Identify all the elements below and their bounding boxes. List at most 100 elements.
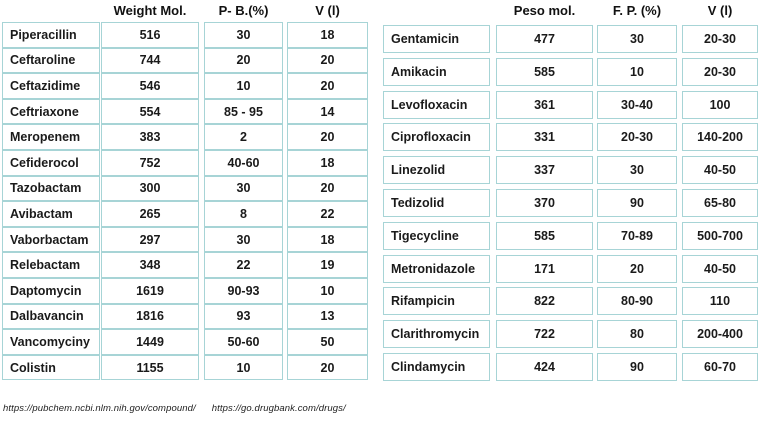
- drugbank-link: https://go.drugbank.com/drugs/: [211, 403, 346, 414]
- table-row: Amikacin 585 10 20-30: [383, 57, 758, 86]
- molecular-weight-cell: 1816: [101, 303, 199, 330]
- molecular-weight-cell: 554: [101, 98, 199, 125]
- volume-cell: 20-30: [682, 57, 758, 86]
- protein-binding-cell: 30: [597, 156, 677, 185]
- drug-name-cell: Linezolid: [383, 156, 490, 185]
- table-row: Tedizolid 370 90 65-80: [383, 188, 758, 217]
- drug-name-cell: Tazobactam: [2, 175, 100, 202]
- drug-name-cell: Metronidazole: [383, 254, 490, 283]
- molecular-weight-cell: 516: [101, 22, 199, 48]
- table-row: Ciprofloxacin 331 20-30 140-200: [383, 123, 758, 152]
- protein-binding-cell: 30: [204, 226, 283, 253]
- protein-binding-cell: 30: [204, 175, 283, 202]
- molecular-weight-cell: 383: [101, 124, 199, 150]
- volume-cell: 200-400: [682, 320, 758, 349]
- drug-name-cell: Dalbavancin: [2, 303, 100, 330]
- header-peso-mol: Peso mol.: [513, 2, 576, 18]
- volume-cell: 140-200: [682, 123, 758, 152]
- table-row: Colistin 1155 10 20: [2, 354, 368, 381]
- protein-binding-cell: 80: [597, 320, 677, 349]
- protein-binding-cell: 8: [204, 201, 283, 227]
- volume-cell: 20: [287, 73, 368, 99]
- molecular-weight-cell: 337: [496, 156, 593, 185]
- volume-cell: 20: [287, 175, 368, 202]
- protein-binding-cell: 90: [597, 188, 677, 217]
- table-row: Clarithromycin 722 80 200-400: [383, 320, 758, 349]
- protein-binding-cell: 93: [204, 303, 283, 330]
- table-row: Gentamicin 477 30 20-30: [383, 25, 758, 53]
- volume-cell: 500-700: [682, 221, 758, 250]
- table-row: Ceftazidime 546 10 20: [2, 73, 368, 99]
- drug-name-cell: Ciprofloxacin: [383, 123, 490, 152]
- protein-binding-cell: 22: [204, 252, 283, 278]
- table-row: Vaborbactam 297 30 18: [2, 226, 368, 253]
- volume-cell: 14: [287, 98, 368, 125]
- drug-name-cell: Colistin: [2, 354, 100, 381]
- drug-name-cell: Tedizolid: [383, 188, 490, 217]
- table-row: Relebactam 348 22 19: [2, 252, 368, 278]
- volume-cell: 65-80: [682, 188, 758, 217]
- header-spacer: [383, 1, 496, 19]
- table-row: Rifampicin 822 80-90 110: [383, 287, 758, 316]
- table-row: Levofloxacin 361 30-40 100: [383, 90, 758, 119]
- drug-name-cell: Vaborbactam: [2, 226, 100, 253]
- molecular-weight-cell: 171: [496, 254, 593, 283]
- source-links: https://pubchem.ncbi.nlm.nih.gov/compoun…: [3, 403, 346, 414]
- drug-name-cell: Daptomycin: [2, 277, 100, 304]
- table-row: Daptomycin 1619 90-93 10: [2, 277, 368, 304]
- protein-binding-cell: 90-93: [204, 277, 283, 304]
- volume-cell: 40-50: [682, 254, 758, 283]
- protein-binding-cell: 20-30: [597, 123, 677, 152]
- table-row: Ceftriaxone 554 85 - 95 14: [2, 98, 368, 125]
- molecular-weight-cell: 361: [496, 90, 593, 119]
- pubchem-link: https://pubchem.ncbi.nlm.nih.gov/compoun…: [3, 403, 196, 414]
- table-row: Ceftaroline 744 20 20: [2, 47, 368, 74]
- volume-cell: 50: [287, 329, 368, 355]
- molecular-weight-cell: 546: [101, 73, 199, 99]
- drug-name-cell: Clarithromycin: [383, 320, 490, 349]
- volume-cell: 20: [287, 124, 368, 150]
- volume-cell: 20: [287, 47, 368, 74]
- drug-name-cell: Ceftriaxone: [2, 98, 100, 125]
- left-antibiotics-table: Piperacillin 516 30 18 Ceftaroline 744 2…: [2, 22, 368, 381]
- header-spacer: [2, 1, 101, 19]
- protein-binding-cell: 70-89: [597, 221, 677, 250]
- table-row: Piperacillin 516 30 18: [2, 22, 368, 48]
- molecular-weight-cell: 822: [496, 287, 593, 316]
- molecular-weight-cell: 1449: [101, 329, 199, 355]
- volume-cell: 13: [287, 303, 368, 330]
- protein-binding-cell: 10: [204, 73, 283, 99]
- table-row: Cefiderocol 752 40-60 18: [2, 149, 368, 176]
- drug-name-cell: Relebactam: [2, 252, 100, 278]
- drug-name-cell: Clindamycin: [383, 352, 490, 381]
- header-fp-percent: F. P. (%): [612, 2, 662, 18]
- molecular-weight-cell: 424: [496, 352, 593, 381]
- drug-name-cell: Amikacin: [383, 57, 490, 86]
- table-row: Avibactam 265 8 22: [2, 201, 368, 227]
- protein-binding-cell: 2: [204, 124, 283, 150]
- table-row: Clindamycin 424 90 60-70: [383, 352, 758, 381]
- drug-name-cell: Tigecycline: [383, 221, 490, 250]
- molecular-weight-cell: 722: [496, 320, 593, 349]
- volume-cell: 100: [682, 90, 758, 119]
- protein-binding-cell: 10: [597, 57, 677, 86]
- volume-cell: 18: [287, 226, 368, 253]
- volume-cell: 60-70: [682, 352, 758, 381]
- drug-name-cell: Rifampicin: [383, 287, 490, 316]
- molecular-weight-cell: 297: [101, 226, 199, 253]
- right-table-header: Peso mol. F. P. (%) V (l): [383, 1, 758, 19]
- drug-name-cell: Vancomyciny: [2, 329, 100, 355]
- drug-name-cell: Gentamicin: [383, 25, 490, 53]
- protein-binding-cell: 40-60: [204, 149, 283, 176]
- left-table-header: Weight Mol. P- B.(%) V (l): [2, 1, 368, 19]
- table-row: Vancomyciny 1449 50-60 50: [2, 329, 368, 355]
- header-volume: V (l): [707, 2, 733, 18]
- protein-binding-cell: 90: [597, 352, 677, 381]
- protein-binding-cell: 20: [204, 47, 283, 74]
- protein-binding-cell: 30: [204, 22, 283, 48]
- drug-name-cell: Ceftaroline: [2, 47, 100, 74]
- volume-cell: 19: [287, 252, 368, 278]
- table-row: Dalbavancin 1816 93 13: [2, 303, 368, 330]
- volume-cell: 10: [287, 277, 368, 304]
